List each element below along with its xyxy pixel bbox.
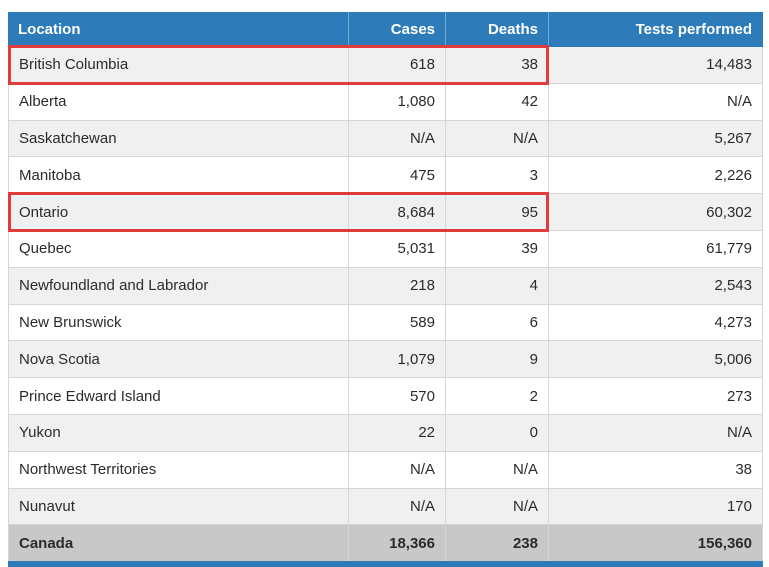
table-row: Manitoba 475 3 2,226 <box>9 157 762 195</box>
cell-location: New Brunswick <box>19 313 122 331</box>
cell-cases: N/A <box>348 120 445 157</box>
cell-tests-performed: 2,543 <box>548 267 762 304</box>
cell-location: Newfoundland and Labrador <box>19 277 209 295</box>
cell-location: Manitoba <box>19 166 81 184</box>
cell-cases: 1,079 <box>348 341 445 378</box>
cell-cases: 618 <box>348 47 445 83</box>
cell-location: Ontario <box>19 203 69 221</box>
cell-cases: 8,684 <box>348 194 445 230</box>
cell-cases: 218 <box>348 267 445 304</box>
cell-cases: N/A <box>348 488 445 525</box>
cell-location: Prince Edward Island <box>19 387 161 405</box>
cell-location: Nunavut <box>19 497 75 515</box>
cell-tests-performed: 156,360 <box>548 525 762 562</box>
cell-tests-performed: 2,226 <box>548 157 762 194</box>
cell-deaths: 4 <box>445 267 548 304</box>
cell-tests-performed: 5,006 <box>548 341 762 378</box>
cell-location: Alberta <box>19 93 67 111</box>
cell-location: Yukon <box>19 424 61 442</box>
header-cell-deaths: Deaths <box>445 12 548 46</box>
cell-location: Nova Scotia <box>19 350 100 368</box>
cell-deaths: 9 <box>445 341 548 378</box>
table-row: Saskatchewan N/A N/A 5,267 <box>9 120 762 158</box>
cell-cases: 1,080 <box>348 83 445 120</box>
cell-tests-performed: 14,483 <box>548 47 762 83</box>
table-row: Nova Scotia 1,079 9 5,006 <box>9 341 762 379</box>
table-row: Alberta 1,080 42 N/A <box>9 83 762 121</box>
table-header-row: Location Cases Deaths Tests performed <box>8 12 763 47</box>
cell-deaths: 6 <box>445 304 548 341</box>
cell-deaths: N/A <box>445 120 548 157</box>
cell-deaths: 238 <box>445 525 548 562</box>
table-row: Quebec 5,031 39 61,779 <box>9 230 762 268</box>
cell-deaths: 42 <box>445 83 548 120</box>
cell-deaths: 0 <box>445 414 548 451</box>
table-row: Ontario 8,684 95 60,302 <box>8 192 762 232</box>
cell-tests-performed: 60,302 <box>548 194 762 230</box>
table-row: Nunavut N/A N/A 170 <box>9 488 762 526</box>
cell-cases: 18,366 <box>348 525 445 562</box>
table-row: Newfoundland and Labrador 218 4 2,543 <box>9 267 762 305</box>
covid-stats-table: Location Cases Deaths Tests performed Br… <box>8 12 763 563</box>
cell-deaths: 39 <box>445 230 548 267</box>
cell-cases: 475 <box>348 157 445 194</box>
next-table-header-partial <box>8 561 763 567</box>
table-row: Canada 18,366 238 156,360 <box>9 525 762 563</box>
cell-deaths: N/A <box>445 488 548 525</box>
cell-cases: 570 <box>348 378 445 414</box>
cell-location: British Columbia <box>19 56 129 74</box>
cell-tests-performed: 273 <box>548 378 762 414</box>
cell-location: Saskatchewan <box>19 129 117 147</box>
table-row: Northwest Territories N/A N/A 38 <box>9 451 762 489</box>
cell-cases: 22 <box>348 414 445 451</box>
cell-tests-performed: 38 <box>548 451 762 488</box>
cell-cases: 5,031 <box>348 230 445 267</box>
header-cell-cases: Cases <box>348 12 445 46</box>
cell-deaths: N/A <box>445 451 548 488</box>
cell-tests-performed: 170 <box>548 488 762 525</box>
header-cell-location: Location <box>18 20 81 38</box>
cell-location: Canada <box>19 534 74 552</box>
header-cell-tests-performed: Tests performed <box>548 12 762 46</box>
cell-tests-performed: N/A <box>548 414 762 451</box>
cell-deaths: 3 <box>445 157 548 194</box>
table-body: British Columbia 618 38 14,483 Alberta 1… <box>8 45 762 563</box>
cell-tests-performed: 61,779 <box>548 230 762 267</box>
cell-deaths: 2 <box>445 378 548 414</box>
cell-tests-performed: N/A <box>548 83 762 120</box>
cell-tests-performed: 4,273 <box>548 304 762 341</box>
cell-location: Northwest Territories <box>19 461 157 479</box>
cell-cases: 589 <box>348 304 445 341</box>
table-row: Yukon 22 0 N/A <box>9 414 762 452</box>
cell-tests-performed: 5,267 <box>548 120 762 157</box>
cell-deaths: 95 <box>445 194 548 230</box>
table-row: British Columbia 618 38 14,483 <box>8 45 762 85</box>
cell-location: Quebec <box>19 240 72 258</box>
cell-cases: N/A <box>348 451 445 488</box>
cell-deaths: 38 <box>445 47 548 83</box>
table-row: New Brunswick 589 6 4,273 <box>9 304 762 342</box>
table-row: Prince Edward Island 570 2 273 <box>9 378 762 415</box>
